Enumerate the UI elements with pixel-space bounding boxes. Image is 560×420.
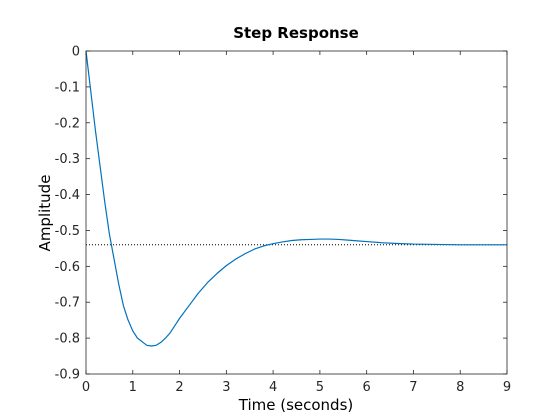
y-axis-ticks: 0 -0.1 -0.2 -0.3 -0.4 -0.5 -0.6 -0.7 -0.8 -0.9: [55, 45, 507, 383]
x-tick-label: 5: [316, 380, 324, 395]
y-tick-label: -0.8: [55, 332, 80, 347]
x-tick-label: 6: [363, 380, 371, 395]
x-tick-label: 1: [129, 380, 137, 395]
y-tick-label: -0.5: [55, 224, 80, 239]
y-tick-label: -0.4: [55, 188, 80, 203]
y-tick-label: -0.3: [55, 152, 80, 167]
x-tick-label: 4: [269, 380, 277, 395]
step-response-line: [85, 50, 507, 347]
y-tick-label: -0.9: [55, 368, 80, 383]
chart-title: Step Response: [233, 24, 359, 42]
plot-frame: [85, 50, 508, 375]
x-tick-label: 7: [409, 380, 417, 395]
y-tick-label: -0.7: [55, 296, 80, 311]
y-tick-label: -0.2: [55, 116, 80, 131]
y-tick-label: 0: [72, 45, 80, 60]
x-tick-label: 3: [222, 380, 230, 395]
y-axis-label: Amplitude: [36, 175, 54, 252]
x-tick-label: 2: [175, 380, 183, 395]
y-tick-label: -0.1: [55, 80, 80, 95]
y-tick-label: -0.6: [55, 260, 80, 275]
x-tick-label: 0: [82, 380, 90, 395]
x-axis-ticks: 0 1 2 3 4 5 6 7 8 9: [82, 51, 511, 395]
x-axis-label: Time (seconds): [238, 396, 354, 414]
plot-background: [86, 51, 507, 374]
x-tick-label: 9: [503, 380, 511, 395]
series-layer: [85, 50, 507, 347]
x-tick-label: 8: [456, 380, 464, 395]
